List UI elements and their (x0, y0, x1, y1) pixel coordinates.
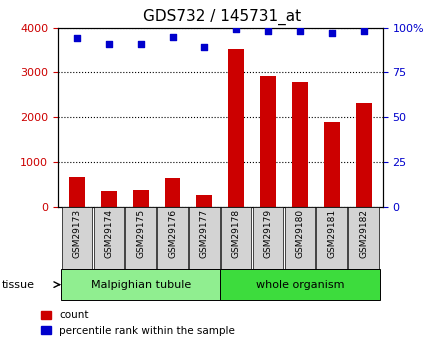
Text: GSM29178: GSM29178 (232, 209, 241, 258)
Bar (101, 191, 117, 207)
FancyBboxPatch shape (316, 207, 347, 269)
Bar (196, 195, 212, 207)
Text: GSM29181: GSM29181 (327, 209, 336, 258)
Text: GSM29175: GSM29175 (136, 209, 145, 258)
FancyBboxPatch shape (93, 207, 124, 269)
Text: GSM29177: GSM29177 (200, 209, 209, 258)
FancyBboxPatch shape (285, 207, 315, 269)
Point (73, 36, 81, 41)
Point (328, 30, 335, 36)
Text: whole organism: whole organism (255, 280, 344, 289)
Text: GSM29179: GSM29179 (263, 209, 272, 258)
Point (360, 28, 367, 34)
Point (169, 34, 176, 39)
Point (233, 27, 240, 32)
Text: GSM29182: GSM29182 (359, 209, 368, 258)
Legend: count, percentile rank within the sample: count, percentile rank within the sample (36, 306, 239, 340)
FancyBboxPatch shape (221, 207, 251, 269)
Text: GSM29174: GSM29174 (104, 209, 113, 258)
Bar (324, 122, 340, 207)
Text: GDS732 / 145731_at: GDS732 / 145731_at (143, 9, 302, 25)
Bar (133, 190, 149, 207)
FancyBboxPatch shape (61, 269, 220, 300)
Bar (69, 177, 85, 207)
Point (264, 28, 271, 34)
FancyBboxPatch shape (348, 207, 379, 269)
Bar (292, 82, 308, 207)
Text: GSM29180: GSM29180 (295, 209, 304, 258)
Text: GSM29173: GSM29173 (73, 209, 81, 258)
Bar (260, 76, 276, 207)
Text: Malpighian tubule: Malpighian tubule (90, 280, 191, 289)
Bar (165, 178, 181, 207)
FancyBboxPatch shape (125, 207, 156, 269)
Text: GSM29176: GSM29176 (168, 209, 177, 258)
FancyBboxPatch shape (62, 207, 92, 269)
FancyBboxPatch shape (189, 207, 220, 269)
Point (296, 28, 303, 34)
Bar (356, 104, 372, 207)
Point (137, 41, 144, 47)
FancyBboxPatch shape (220, 269, 380, 300)
Point (105, 41, 113, 47)
Point (201, 45, 208, 50)
FancyBboxPatch shape (253, 207, 283, 269)
Bar (228, 49, 244, 207)
Text: tissue: tissue (2, 280, 35, 289)
FancyBboxPatch shape (157, 207, 188, 269)
